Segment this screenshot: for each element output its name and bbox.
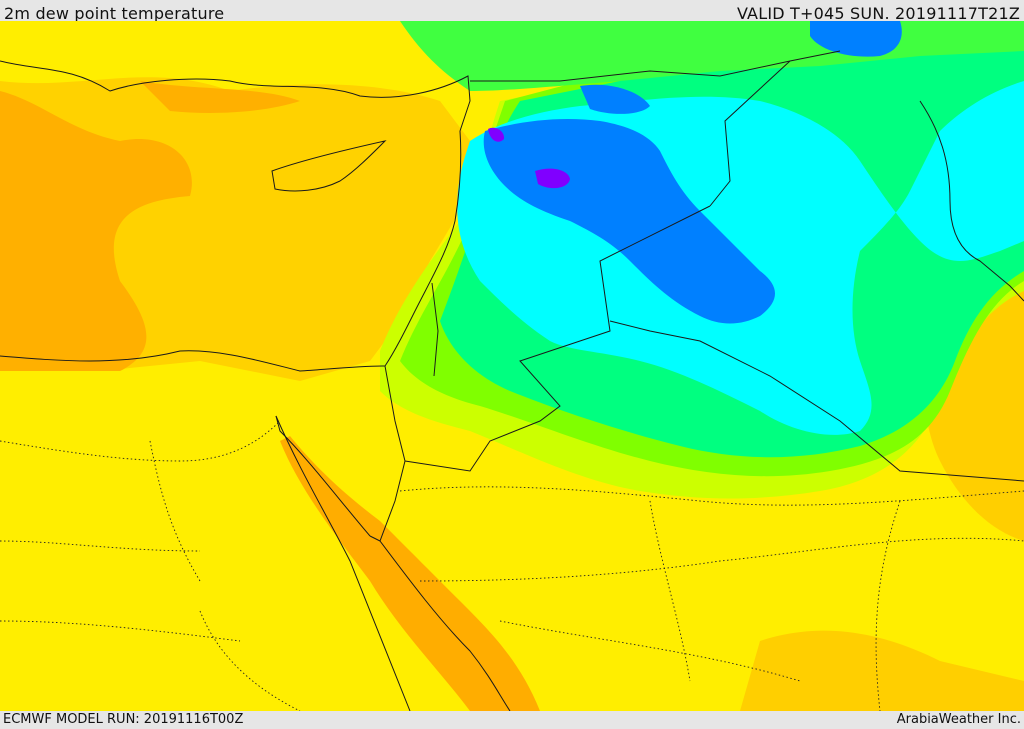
- field-violet-1: [535, 168, 570, 189]
- dew-point-map: [0, 21, 1024, 711]
- valid-time: VALID T+045 SUN. 20191117T21Z: [736, 4, 1020, 23]
- field-orange-southeast: [740, 630, 1024, 711]
- map-canvas: [0, 21, 1024, 711]
- footer-bar: ECMWF MODEL RUN: 20191116T00Z ArabiaWeat…: [0, 711, 1024, 729]
- model-run: ECMWF MODEL RUN: 20191116T00Z: [3, 712, 244, 727]
- credit: ArabiaWeather Inc.: [896, 712, 1021, 727]
- coastlines: [0, 50, 1024, 711]
- field-orange-top: [140, 81, 300, 113]
- field-blue-north: [810, 21, 902, 57]
- field-blue-syria: [580, 84, 650, 114]
- field-orange-west: [0, 91, 192, 371]
- field-violet-2: [488, 127, 505, 142]
- title-bar: 2m dew point temperature VALID T+045 SUN…: [0, 0, 1024, 23]
- field-orange-redsea: [280, 436, 540, 711]
- dotted-boundaries: [0, 420, 1024, 711]
- map-title: 2m dew point temperature: [4, 4, 225, 23]
